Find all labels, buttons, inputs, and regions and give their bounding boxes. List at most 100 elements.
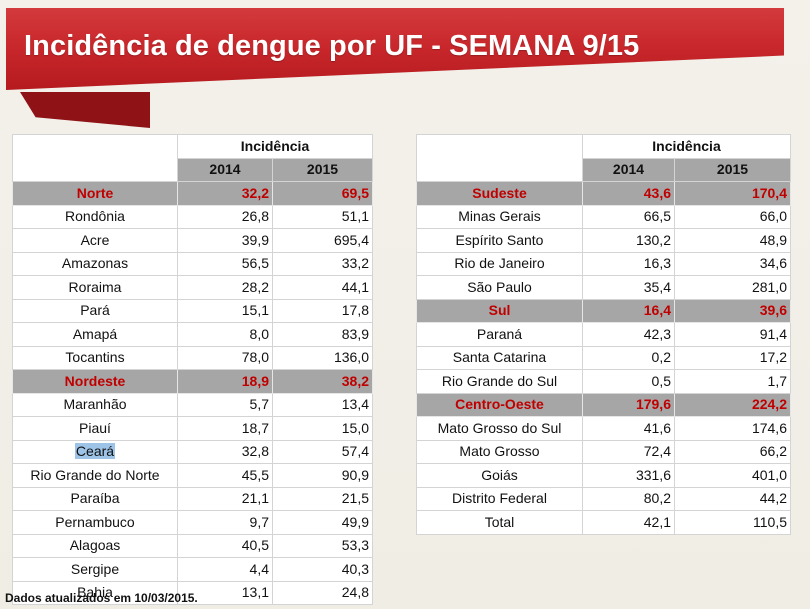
row-label: Rondônia xyxy=(65,208,125,225)
state-name: Paraíba xyxy=(12,486,178,511)
state-name: Ceará xyxy=(12,439,178,464)
table-row: Rio Grande do Sul 0,5 1,7 xyxy=(416,369,791,394)
state-name: Maranhão xyxy=(12,392,178,417)
table-row: Ceará 32,8 57,4 xyxy=(12,439,373,464)
value-2015: 695,4 xyxy=(272,228,373,253)
value-2015: 34,6 xyxy=(674,251,791,276)
value-2015: 66,0 xyxy=(674,204,791,229)
value-2015: 401,0 xyxy=(674,463,791,488)
value-2014: 28,2 xyxy=(177,275,273,300)
value-2014: 18,7 xyxy=(177,416,273,441)
value-2015: 53,3 xyxy=(272,533,373,558)
value-2014: 26,8 xyxy=(177,204,273,229)
state-name: Tocantins xyxy=(12,345,178,370)
row-label: Paraná xyxy=(476,325,523,342)
value-2014: 21,1 xyxy=(177,486,273,511)
state-name: Sergipe xyxy=(12,557,178,582)
table-year-row: 2014 2015 xyxy=(417,157,791,182)
value-2015: 110,5 xyxy=(674,510,791,535)
value-2015: 57,4 xyxy=(272,439,373,464)
state-name: Alagoas xyxy=(12,533,178,558)
state-name: Espírito Santo xyxy=(416,228,583,253)
table-row: Mato Grosso 72,4 66,2 xyxy=(416,439,791,464)
table-header-row: Incidência xyxy=(12,134,373,182)
value-2014: 16,4 xyxy=(582,298,675,323)
region-name: Sudeste xyxy=(416,181,583,206)
header-blank-cell xyxy=(416,134,583,182)
table-row: Alagoas 40,5 53,3 xyxy=(12,533,373,558)
value-2014: 130,2 xyxy=(582,228,675,253)
region-row: Nordeste 18,9 38,2 xyxy=(12,369,373,394)
state-name: Total xyxy=(416,510,583,535)
value-2014: 39,9 xyxy=(177,228,273,253)
value-2014: 4,4 xyxy=(177,557,273,582)
region-row: Centro-Oeste 179,6 224,2 xyxy=(416,392,791,417)
value-2015: 90,9 xyxy=(272,463,373,488)
year-2014-header: 2014 xyxy=(177,157,273,182)
state-name: Amazonas xyxy=(12,251,178,276)
table-row: Mato Grosso do Sul 41,6 174,6 xyxy=(416,416,791,441)
state-name: Paraná xyxy=(416,322,583,347)
year-2015-header: 2015 xyxy=(674,157,791,182)
state-name: Mato Grosso do Sul xyxy=(416,416,583,441)
table-year-row: 2014 2015 xyxy=(13,157,373,182)
state-name: Pará xyxy=(12,298,178,323)
state-name: Rondônia xyxy=(12,204,178,229)
value-2014: 40,5 xyxy=(177,533,273,558)
value-2015: 83,9 xyxy=(272,322,373,347)
value-2015: 48,9 xyxy=(674,228,791,253)
value-2014: 13,1 xyxy=(177,580,273,605)
incidence-header: Incidência xyxy=(177,134,373,159)
value-2015: 40,3 xyxy=(272,557,373,582)
row-label: Ceará xyxy=(74,443,116,460)
value-2015: 66,2 xyxy=(674,439,791,464)
row-label: Total xyxy=(484,513,515,530)
table-row: Amazonas 56,5 33,2 xyxy=(12,251,373,276)
table-body-left: Norte 32,2 69,5 Rondônia 26,8 51,1 Acre 39,9 695… xyxy=(12,181,373,605)
value-2014: 179,6 xyxy=(582,392,675,417)
table-row: Bahia 13,1 24,8 xyxy=(12,580,373,605)
row-label: Amapá xyxy=(72,325,118,342)
table-row: Maranhão 5,7 13,4 xyxy=(12,392,373,417)
footnote: Dados atualizados em 10/03/2015. xyxy=(5,591,198,605)
value-2015: 17,8 xyxy=(272,298,373,323)
state-name: Rio Grande do Sul xyxy=(416,369,583,394)
table-row: Espírito Santo 130,2 48,9 xyxy=(416,228,791,253)
value-2015: 51,1 xyxy=(272,204,373,229)
state-name: Roraima xyxy=(12,275,178,300)
value-2015: 136,0 xyxy=(272,345,373,370)
value-2014: 18,9 xyxy=(177,369,273,394)
row-label: Piauí xyxy=(79,419,111,436)
value-2015: 15,0 xyxy=(272,416,373,441)
value-2014: 331,6 xyxy=(582,463,675,488)
row-label: Acre xyxy=(80,231,110,248)
state-name: Goiás xyxy=(416,463,583,488)
row-label: Sudeste xyxy=(472,184,527,201)
value-2014: 0,2 xyxy=(582,345,675,370)
value-2014: 42,1 xyxy=(582,510,675,535)
value-2014: 78,0 xyxy=(177,345,273,370)
region-row: Sul 16,4 39,6 xyxy=(416,298,791,323)
row-label: Goiás xyxy=(481,466,518,483)
table-row: Total 42,1 110,5 xyxy=(416,510,791,535)
region-row: Norte 32,2 69,5 xyxy=(12,181,373,206)
header-blank-cell xyxy=(12,134,178,182)
table-row: Roraima 28,2 44,1 xyxy=(12,275,373,300)
value-2014: 80,2 xyxy=(582,486,675,511)
value-2015: 281,0 xyxy=(674,275,791,300)
state-name: Pernambuco xyxy=(12,510,178,535)
row-label: São Paulo xyxy=(467,278,532,295)
incidence-table-right: Incidência 2014 2015 Sudeste 43,6 170,4 Min… xyxy=(416,134,791,535)
row-label: Alagoas xyxy=(69,537,121,554)
row-label: Maranhão xyxy=(63,396,127,413)
value-2015: 1,7 xyxy=(674,369,791,394)
row-label: Mato Grosso xyxy=(459,443,540,460)
region-name: Norte xyxy=(12,181,178,206)
value-2015: 13,4 xyxy=(272,392,373,417)
table-row: Pernambuco 9,7 49,9 xyxy=(12,510,373,535)
value-2015: 39,6 xyxy=(674,298,791,323)
row-label: Santa Catarina xyxy=(452,349,547,366)
value-2014: 42,3 xyxy=(582,322,675,347)
row-label: Distrito Federal xyxy=(452,490,547,507)
value-2014: 66,5 xyxy=(582,204,675,229)
